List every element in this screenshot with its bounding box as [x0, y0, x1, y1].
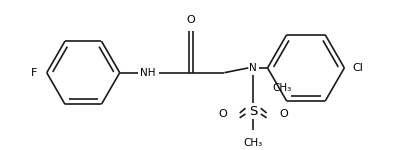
- Text: O: O: [219, 109, 227, 119]
- Text: O: O: [186, 15, 195, 25]
- Text: CH₃: CH₃: [244, 138, 263, 148]
- Text: O: O: [279, 109, 288, 119]
- Text: NH: NH: [140, 68, 155, 78]
- Text: N: N: [249, 63, 257, 73]
- Text: F: F: [31, 68, 37, 78]
- Text: S: S: [249, 105, 257, 118]
- Text: CH₃: CH₃: [272, 82, 291, 93]
- Text: Cl: Cl: [352, 63, 363, 73]
